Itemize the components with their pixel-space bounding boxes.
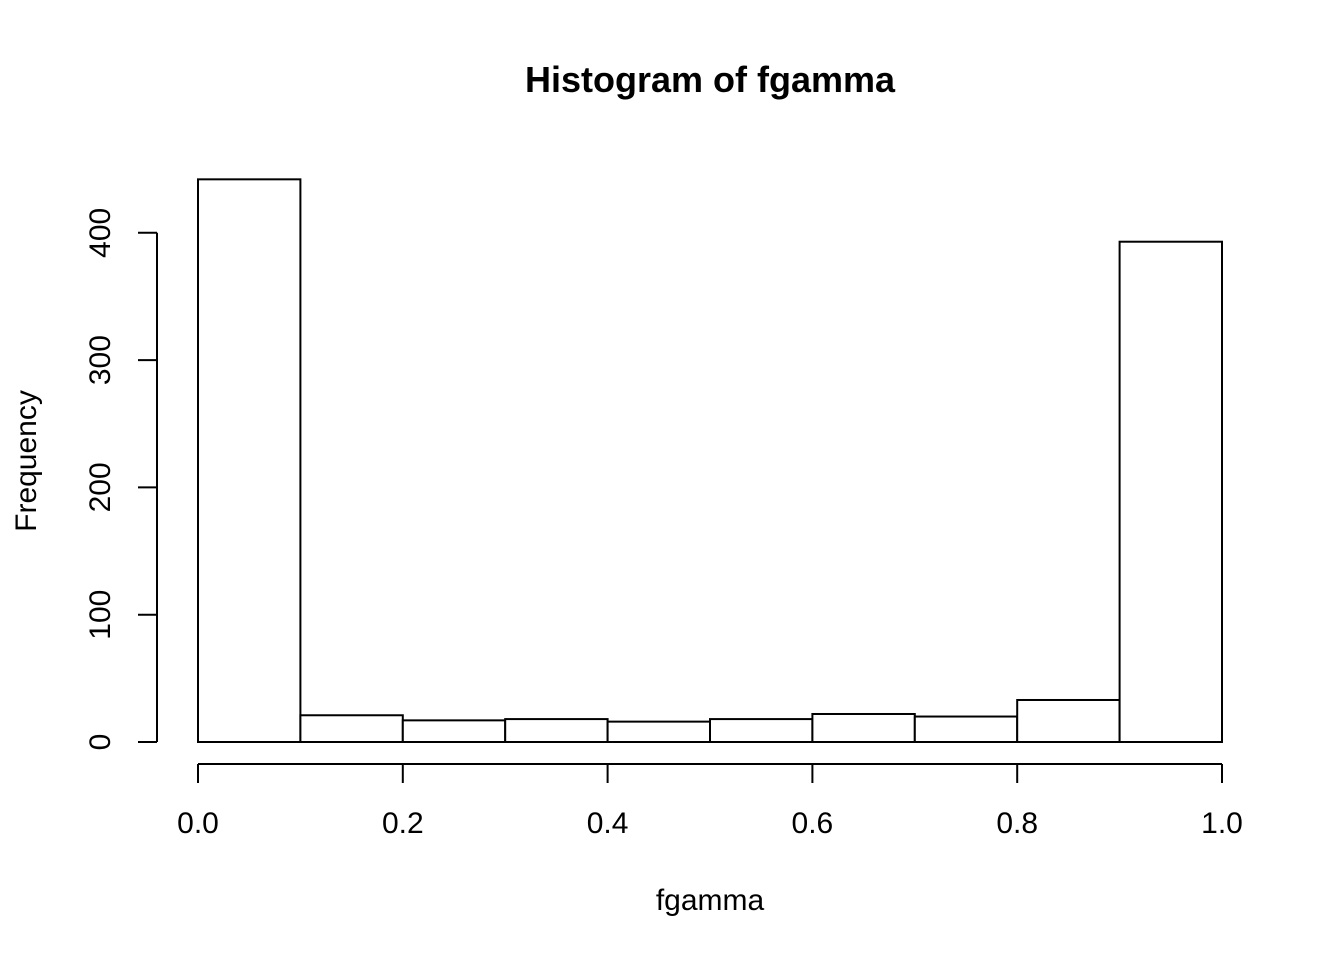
y-tick-label: 200 <box>84 462 117 512</box>
histogram-bar <box>709 718 814 743</box>
histogram-bar <box>401 719 507 744</box>
histogram-bar <box>606 720 711 744</box>
y-axis-label: Frequency <box>10 390 43 532</box>
bars-group <box>197 178 1223 744</box>
x-tick-label: 0.4 <box>587 807 629 840</box>
y-tick-label: 400 <box>84 208 117 258</box>
y-tick-label: 0 <box>84 734 117 751</box>
histogram-bar <box>299 714 404 744</box>
x-tick-label: 1.0 <box>1201 807 1243 840</box>
histogram-bar <box>197 178 302 744</box>
y-tick-label: 100 <box>84 590 117 640</box>
x-axis: 0.0 0.2 0.4 0.6 0.8 1.0 <box>177 763 1243 840</box>
x-axis-label: fgamma <box>656 884 765 917</box>
y-tick-label: 300 <box>84 335 117 385</box>
x-tick-label: 0.0 <box>177 807 219 840</box>
histogram-bar <box>1016 698 1121 744</box>
x-tick-label: 0.6 <box>792 807 834 840</box>
x-tick-label: 0.2 <box>382 807 424 840</box>
chart-title: Histogram of fgamma <box>525 59 896 100</box>
histogram-bar <box>1118 240 1223 743</box>
histogram-bar <box>811 712 916 744</box>
x-tick-label: 0.8 <box>996 807 1038 840</box>
y-axis: 0 100 200 300 400 <box>84 208 158 751</box>
histogram-bar <box>913 715 1019 743</box>
histogram-bar <box>504 718 609 743</box>
